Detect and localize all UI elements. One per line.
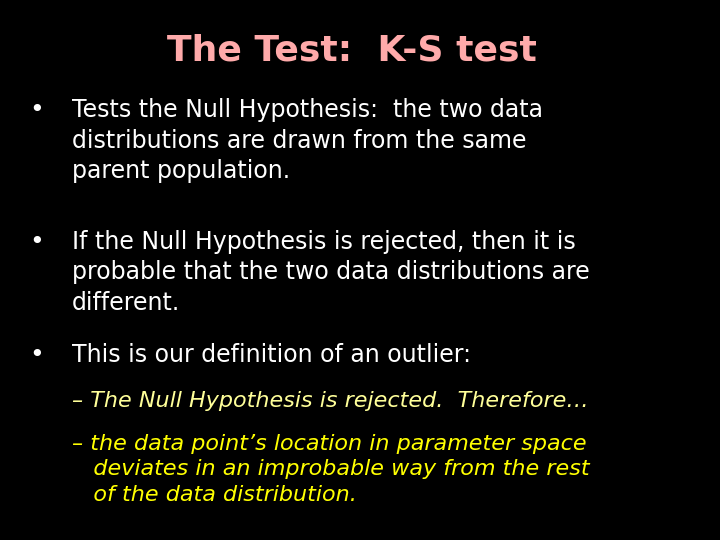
Text: – The Null Hypothesis is rejected.  Therefore…: – The Null Hypothesis is rejected. There… xyxy=(71,391,588,411)
Text: – the data point’s location in parameter space
   deviates in an improbable way : – the data point’s location in parameter… xyxy=(71,434,589,505)
Text: The Test:  K-S test: The Test: K-S test xyxy=(167,33,537,68)
Text: •: • xyxy=(30,230,44,254)
Text: This is our definition of an outlier:: This is our definition of an outlier: xyxy=(71,342,471,367)
Text: •: • xyxy=(30,98,44,122)
Text: Tests the Null Hypothesis:  the two data
distributions are drawn from the same
p: Tests the Null Hypothesis: the two data … xyxy=(71,98,543,184)
Text: •: • xyxy=(30,342,44,367)
Text: If the Null Hypothesis is rejected, then it is
probable that the two data distri: If the Null Hypothesis is rejected, then… xyxy=(71,230,589,315)
